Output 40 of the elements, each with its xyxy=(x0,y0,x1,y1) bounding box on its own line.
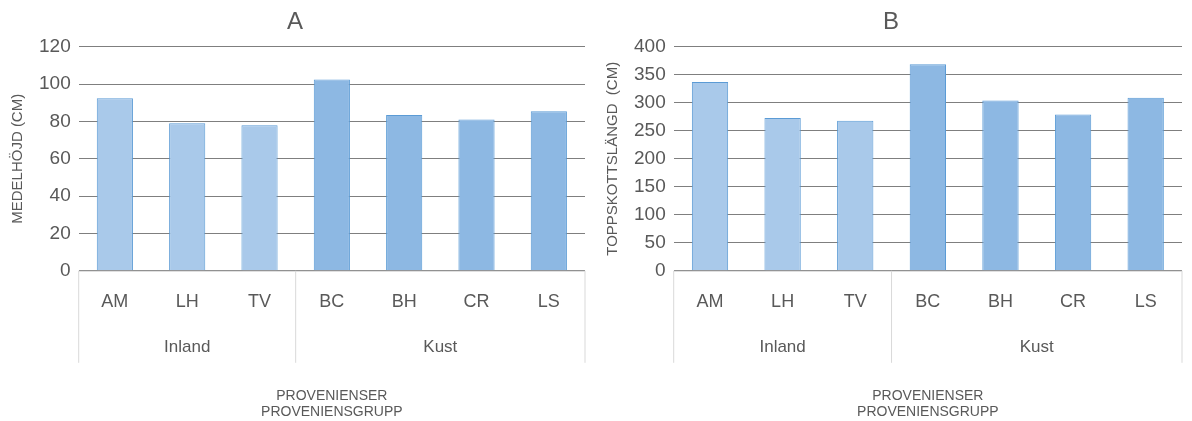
x-axis-title: PROVENIENSER PROVENIENSGRUPP xyxy=(261,386,403,420)
text: Inland xyxy=(164,337,211,357)
x-tick-label: BH xyxy=(987,290,1013,311)
y-tick-label: 400 xyxy=(634,35,666,57)
x-tick-label: AM xyxy=(101,290,129,311)
y-tick-label: 250 xyxy=(634,119,666,141)
x-tick-label: BC xyxy=(319,290,345,311)
y-tick-label: 200 xyxy=(634,147,666,169)
chart-title: A xyxy=(286,7,304,35)
x-axis-title: PROVENIENSER PROVENIENSGRUPP xyxy=(857,386,999,420)
y-axis-title: TOPPSKOTTSLÄNGD (CM) xyxy=(603,61,621,256)
text: Kust xyxy=(423,337,458,357)
x-tick-label: BH xyxy=(391,290,417,311)
x-tick-label: LH xyxy=(771,290,795,311)
y-tick-label: 120 xyxy=(39,35,71,57)
y-tick-label: 150 xyxy=(634,175,666,197)
x-tick-label: BC xyxy=(915,290,941,311)
text: Inland xyxy=(759,337,806,357)
x-tick-label: TV xyxy=(843,290,867,311)
y-tick-label: 100 xyxy=(634,203,666,225)
chart-title: B xyxy=(882,7,900,35)
x-tick-label: LS xyxy=(1134,290,1157,311)
y-axis-title: MEDELHÖJD (CM) xyxy=(8,93,26,224)
y-tick-label: 0 xyxy=(655,259,666,281)
y-tick-label: 40 xyxy=(49,184,71,206)
y-tick-label: 20 xyxy=(49,221,71,243)
x-tick-label: LS xyxy=(537,290,560,311)
text: Kust xyxy=(1019,337,1055,357)
y-tick-label: 60 xyxy=(49,147,71,169)
x-tick-label: CR xyxy=(463,290,490,311)
y-tick-label: 50 xyxy=(644,231,666,253)
y-tick-label: 300 xyxy=(634,91,666,113)
x-tick-label: AM xyxy=(696,290,724,311)
x-tick-label: CR xyxy=(1060,290,1087,311)
y-tick-label: 0 xyxy=(60,259,71,281)
y-tick-label: 80 xyxy=(49,109,71,131)
x-tick-label: LH xyxy=(175,290,199,311)
y-tick-label: 350 xyxy=(634,63,666,85)
x-tick-label: TV xyxy=(248,290,272,311)
y-tick-label: 100 xyxy=(39,72,71,94)
